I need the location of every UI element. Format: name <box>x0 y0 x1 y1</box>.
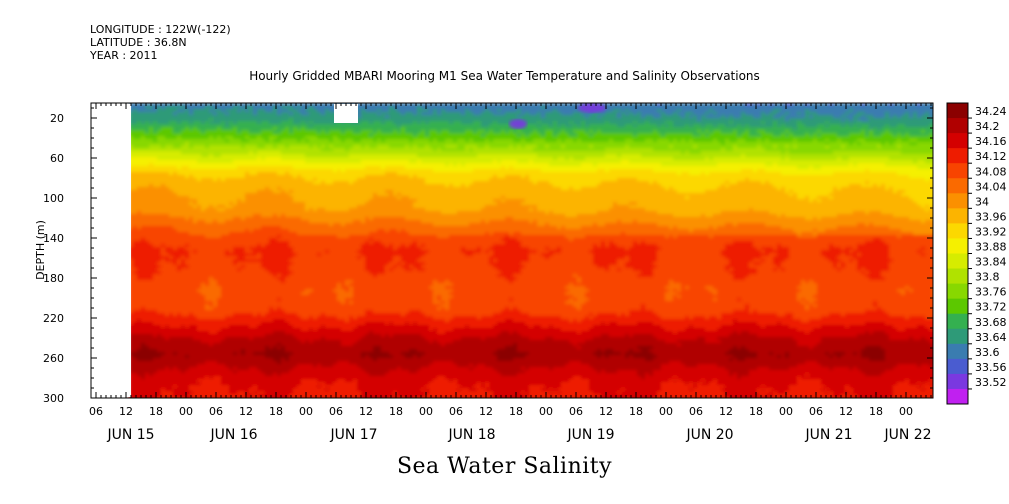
colorbar-label: 33.64 <box>975 331 1007 344</box>
colorbar-band <box>947 133 968 149</box>
colorbar-label: 34.24 <box>975 105 1007 118</box>
colorbar-label: 33.52 <box>975 376 1007 389</box>
colorbar-label: 33.68 <box>975 316 1007 329</box>
colorbar-label: 34.2 <box>975 120 1000 133</box>
x-day-label: JUN 17 <box>329 427 377 443</box>
colorbar-label: 33.92 <box>975 225 1007 238</box>
colorbar-label: 34.16 <box>975 135 1007 148</box>
colorbar-band <box>947 344 968 360</box>
x-hour-label: 12 <box>359 405 373 418</box>
colorbar-band <box>947 208 968 224</box>
x-hour-label: 00 <box>179 405 193 418</box>
y-tick-label: 220 <box>43 312 64 325</box>
colorbar-band <box>947 148 968 164</box>
colorbar-band <box>947 193 968 209</box>
colorbar-band <box>947 118 968 134</box>
x-hour-label: 06 <box>809 405 823 418</box>
colorbar-band <box>947 389 968 405</box>
y-tick-label: 260 <box>43 352 64 365</box>
x-day-label: JUN 19 <box>566 427 614 443</box>
x-day-label: JUN 16 <box>209 427 257 443</box>
x-hour-label: 06 <box>89 405 103 418</box>
x-day-label: JUN 15 <box>106 427 154 443</box>
colorbar-label: 33.84 <box>975 256 1007 269</box>
x-hour-label: 06 <box>689 405 703 418</box>
x-hour-label: 06 <box>209 405 223 418</box>
x-hour-label: 00 <box>899 405 913 418</box>
x-day-label: JUN 22 <box>883 427 931 443</box>
x-hour-label: 12 <box>839 405 853 418</box>
x-hour-label: 18 <box>629 405 643 418</box>
x-hour-label: 18 <box>869 405 883 418</box>
colorbar-label: 33.76 <box>975 286 1007 299</box>
colorbar-band <box>947 329 968 345</box>
colorbar-band <box>947 178 968 194</box>
x-hour-label: 12 <box>719 405 733 418</box>
colorbar-label: 34.08 <box>975 165 1007 178</box>
colorbar-label: 33.88 <box>975 241 1007 254</box>
x-hour-label: 18 <box>149 405 163 418</box>
colorbar-label: 34.04 <box>975 180 1007 193</box>
x-hour-label: 18 <box>749 405 763 418</box>
missing-data-block <box>334 104 358 123</box>
x-day-label: JUN 21 <box>804 427 852 443</box>
x-hour-label: 18 <box>389 405 403 418</box>
x-axis-title: Sea Water Salinity <box>0 454 1009 479</box>
salinity-heatmap <box>129 103 938 401</box>
x-hour-label: 00 <box>419 405 433 418</box>
x-hour-label: 12 <box>119 405 133 418</box>
colorbar-band <box>947 314 968 330</box>
colorbar-band <box>947 359 968 375</box>
x-hour-label: 00 <box>539 405 553 418</box>
x-hour-label: 12 <box>479 405 493 418</box>
colorbar-band <box>947 284 968 300</box>
x-hour-label: 18 <box>509 405 523 418</box>
colorbar-band <box>947 374 968 390</box>
colorbar-band <box>947 299 968 315</box>
colorbar-band <box>947 238 968 254</box>
y-tick-label: 20 <box>50 112 64 125</box>
colorbar-label: 33.96 <box>975 210 1007 223</box>
x-day-label: JUN 18 <box>447 427 495 443</box>
x-hour-label: 00 <box>779 405 793 418</box>
colorbar-label: 34.12 <box>975 150 1007 163</box>
colorbar-label: 33.6 <box>975 346 1000 359</box>
x-hour-label: 06 <box>449 405 463 418</box>
x-hour-label: 12 <box>239 405 253 418</box>
missing-data-block <box>92 104 131 397</box>
colorbar-band <box>947 103 968 119</box>
colorbar-band <box>947 223 968 239</box>
x-day-label: JUN 20 <box>685 427 733 443</box>
colorbar: 34.24 34.2 34.16 34.12 34.08 34.04 34 33.96 33.9… <box>947 103 1007 405</box>
colorbar-label: 34 <box>975 195 989 208</box>
colorbar-label: 33.72 <box>975 301 1007 314</box>
colorbar-band <box>947 254 968 270</box>
x-hour-label: 06 <box>329 405 343 418</box>
x-hour-label: 18 <box>269 405 283 418</box>
x-hour-label: 00 <box>659 405 673 418</box>
y-tick-label: 100 <box>43 192 64 205</box>
y-tick-label: 300 <box>43 392 64 405</box>
x-hour-label: 00 <box>299 405 313 418</box>
y-tick-label: 60 <box>50 152 64 165</box>
colorbar-label: 33.56 <box>975 361 1007 374</box>
x-hour-label: 12 <box>599 405 613 418</box>
colorbar-label: 33.8 <box>975 271 1000 284</box>
x-hour-label: 06 <box>569 405 583 418</box>
colorbar-band <box>947 269 968 285</box>
colorbar-band <box>947 163 968 179</box>
y-axis-title: DEPTH (m) <box>34 220 47 280</box>
